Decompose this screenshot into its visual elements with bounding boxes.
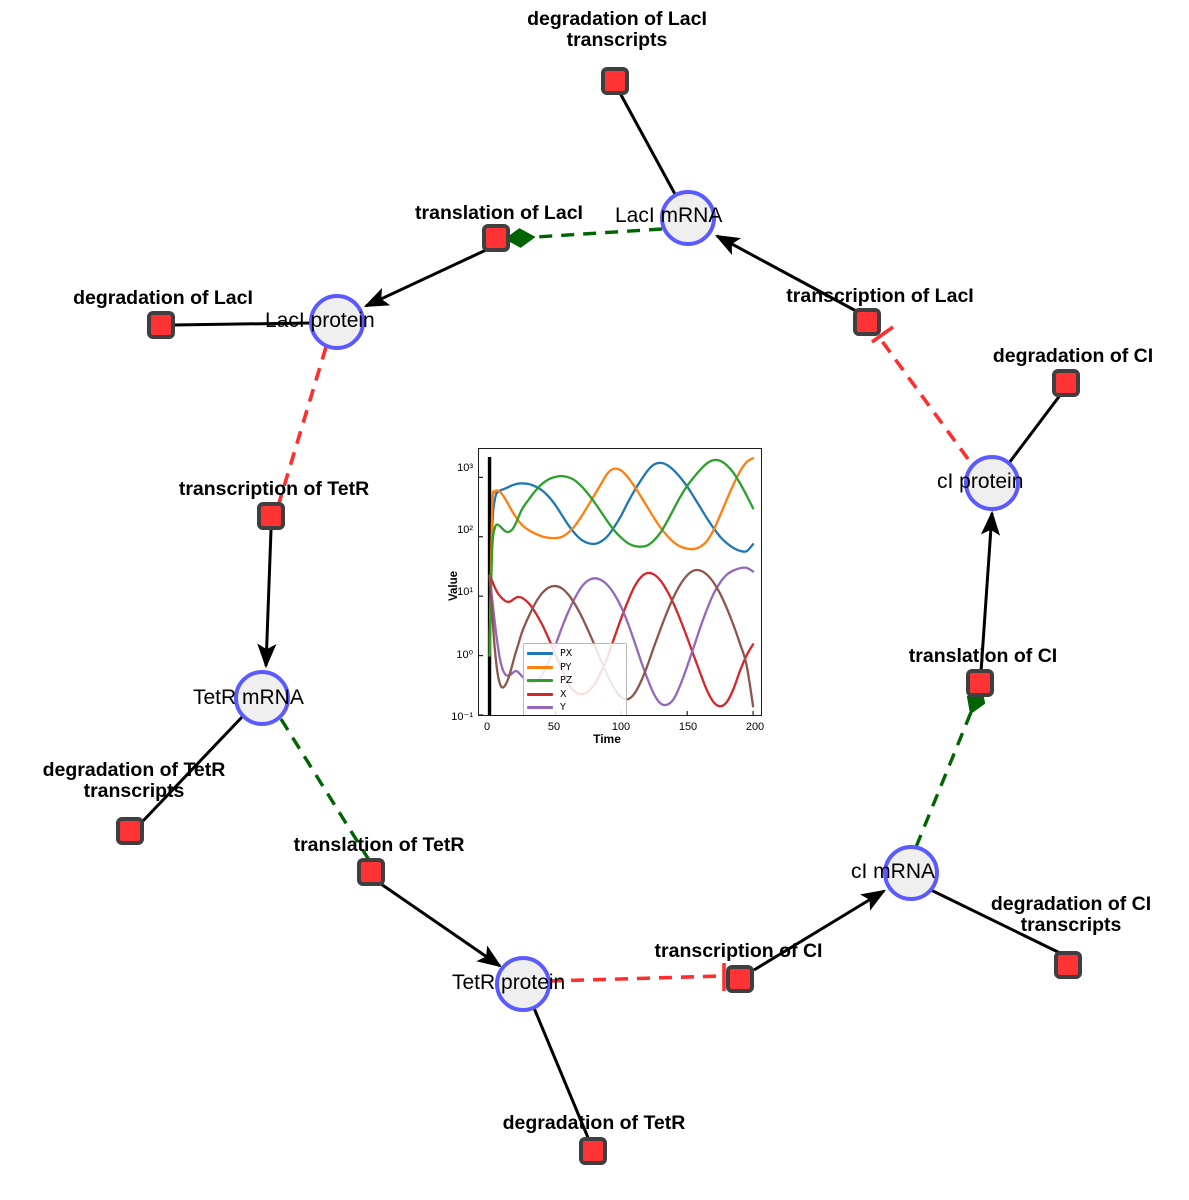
species-label-tetr-protein: TetR protein bbox=[452, 971, 566, 994]
species-node-laci-protein[interactable] bbox=[309, 294, 365, 350]
inset-timecourse-chart: Value 10⁻¹ 10⁰ 10¹ 10² 10³ 0 50 100 150 … bbox=[437, 432, 777, 757]
reaction-label-translation-ci: translation of CI bbox=[908, 645, 1058, 667]
reaction-label-transcription-laci: transcription of LacI bbox=[786, 285, 974, 307]
reaction-label-deg-tetr-transcripts: degradation of TetR transcripts bbox=[42, 759, 226, 803]
edge-deg-laci bbox=[172, 321, 312, 327]
reaction-node-translation-tetr[interactable] bbox=[357, 858, 385, 886]
chart-plot-area: PX PY PZ X Y bbox=[478, 448, 762, 716]
reaction-label-transcription-tetr: transcription of TetR bbox=[178, 478, 370, 500]
reaction-node-deg-tetr-transcripts[interactable] bbox=[116, 817, 144, 845]
edge-translation-tetr-to-tetr-protein bbox=[380, 882, 502, 968]
species-node-tetr-protein[interactable] bbox=[495, 956, 551, 1012]
chart-series-pz bbox=[488, 458, 755, 657]
species-node-tetr-mrna[interactable] bbox=[234, 670, 290, 726]
legend-item-x: X bbox=[527, 688, 622, 702]
edge-ci-protein-inhibits-transcription-laci bbox=[877, 335, 970, 461]
reaction-node-deg-ci-transcripts[interactable] bbox=[1054, 951, 1082, 979]
edge-deg-tetr-transcripts bbox=[140, 714, 245, 824]
chart-xtick-1: 50 bbox=[547, 721, 561, 733]
species-node-laci-mrna[interactable] bbox=[660, 190, 716, 246]
species-label-tetr-mrna: TetR mRNA bbox=[193, 686, 304, 709]
edge-deg-ci-transcripts bbox=[930, 888, 1063, 956]
reaction-node-translation-ci[interactable] bbox=[966, 669, 994, 697]
reaction-node-deg-laci-transcripts[interactable] bbox=[601, 67, 629, 95]
chart-ytick-1: 10⁰ bbox=[456, 649, 473, 661]
legend-swatch-x bbox=[527, 692, 553, 696]
legend-item-pz: PZ bbox=[527, 674, 622, 688]
edge-transcription-ci-to-ci-mrna bbox=[753, 889, 887, 972]
species-label-ci-protein: cI protein bbox=[937, 470, 1024, 493]
legend-item-z: Z bbox=[527, 715, 622, 716]
edge-ci-mrna-to-translation-ci bbox=[914, 700, 976, 848]
reaction-label-translation-tetr: translation of TetR bbox=[293, 834, 465, 856]
reaction-label-transcription-ci: transcription of CI bbox=[654, 940, 823, 962]
chart-ytick-4: 10³ bbox=[457, 462, 473, 474]
edge-translation-laci-to-laci-protein bbox=[363, 248, 487, 308]
edge-transcription-laci-to-laci-mrna bbox=[714, 234, 859, 314]
reaction-node-transcription-ci[interactable] bbox=[726, 965, 754, 993]
species-label-laci-mrna: LacI mRNA bbox=[615, 204, 723, 227]
chart-ytick-0: 10⁻¹ bbox=[451, 711, 473, 723]
legend-swatch-px bbox=[527, 652, 553, 656]
legend-swatch-pz bbox=[527, 679, 553, 683]
chart-series-px bbox=[488, 461, 755, 657]
reaction-label-deg-ci-transcripts: degradation of CI transcripts bbox=[990, 893, 1152, 937]
chart-xtick-0: 0 bbox=[483, 721, 491, 733]
reaction-node-translation-laci[interactable] bbox=[482, 224, 510, 252]
legend-item-y: Y bbox=[527, 701, 622, 715]
edge-laci-protein-inhibits-transcription-tetr bbox=[277, 346, 328, 504]
chart-legend: PX PY PZ X Y bbox=[523, 643, 627, 716]
reaction-node-transcription-laci[interactable] bbox=[853, 308, 881, 336]
species-node-ci-mrna[interactable] bbox=[883, 845, 939, 901]
chart-xtick-4: 200 bbox=[745, 721, 765, 733]
reaction-label-deg-ci: degradation of CI bbox=[992, 345, 1154, 367]
chart-ytick-3: 10² bbox=[457, 524, 473, 536]
edge-tetr-mrna-to-translation-tetr bbox=[279, 718, 371, 861]
chart-ytick-2: 10¹ bbox=[457, 586, 473, 598]
species-label-laci-protein: LacI protein bbox=[265, 309, 375, 332]
legend-label-y: Y bbox=[560, 702, 566, 714]
legend-label-py: PY bbox=[560, 661, 572, 673]
reaction-label-deg-laci-transcripts: degradation of LacI transcripts bbox=[527, 8, 707, 52]
species-label-ci-mrna: cI mRNA bbox=[851, 860, 935, 883]
edge-deg-laci-transcripts bbox=[618, 92, 678, 197]
legend-label-px: PX bbox=[560, 648, 573, 660]
reaction-label-deg-tetr: degradation of TetR bbox=[502, 1112, 686, 1134]
chart-series-layer bbox=[479, 457, 755, 715]
reaction-node-transcription-tetr[interactable] bbox=[257, 502, 285, 530]
edge-deg-tetr bbox=[532, 1007, 591, 1141]
legend-swatch-y bbox=[527, 706, 553, 710]
chart-series-py bbox=[488, 457, 755, 657]
legend-item-py: PY bbox=[527, 661, 622, 675]
reaction-label-translation-laci: translation of LacI bbox=[415, 202, 583, 224]
reaction-node-deg-ci[interactable] bbox=[1052, 369, 1080, 397]
legend-label-pz: PZ bbox=[560, 675, 573, 687]
reaction-node-deg-tetr[interactable] bbox=[579, 1137, 607, 1165]
reaction-node-deg-laci[interactable] bbox=[147, 311, 175, 339]
edge-translation-ci-to-ci-protein bbox=[979, 510, 1001, 673]
edge-transcription-tetr-to-tetr-mrna bbox=[257, 529, 277, 669]
chart-x-axis-label: Time bbox=[593, 732, 621, 746]
chart-xtick-3: 150 bbox=[678, 721, 698, 733]
edge-deg-ci bbox=[1007, 393, 1063, 464]
legend-label-x: X bbox=[560, 688, 567, 700]
legend-swatch-py bbox=[527, 665, 553, 669]
edge-tetr-protein-inhibits-transcription-ci bbox=[548, 974, 725, 983]
species-node-ci-protein[interactable] bbox=[964, 455, 1020, 511]
edge-laci-mrna-to-translation-laci bbox=[520, 227, 663, 238]
inhibit-tee-transcription-laci bbox=[870, 325, 895, 344]
reaction-label-deg-laci: degradation of LacI bbox=[73, 287, 253, 309]
chart-xtick-2: 100 bbox=[611, 721, 631, 733]
legend-item-px: PX bbox=[527, 647, 622, 661]
